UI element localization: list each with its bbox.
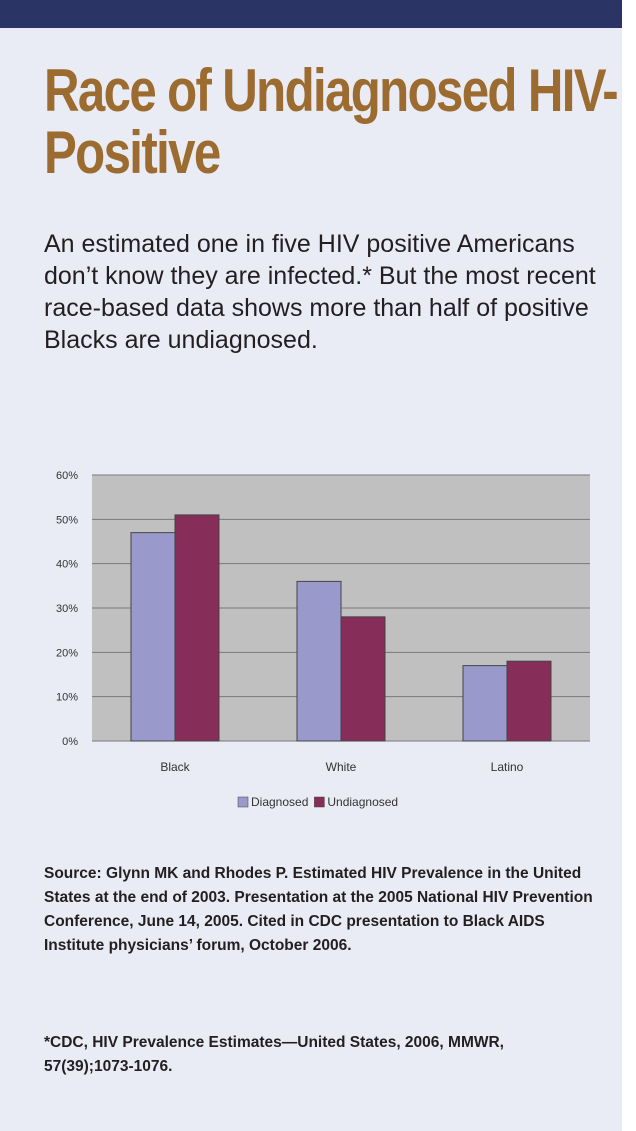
y-tick-label: 20%: [56, 647, 78, 659]
bar-undiagnosed-black: [174, 514, 220, 742]
y-tick-label: 30%: [56, 603, 78, 615]
legend-swatch-diagnosed: [237, 796, 249, 808]
y-tick-label: 50%: [56, 514, 78, 526]
page-title: Race of Undiagnosed HIV-Positive: [44, 57, 619, 186]
intro-text: An estimated one in five HIV positive Am…: [44, 230, 596, 354]
bar-diagnosed-latino: [462, 665, 508, 742]
legend-label-undiagnosed: Undiagnosed: [327, 795, 398, 809]
x-tick-label: Black: [160, 760, 190, 774]
bar-undiagnosed-latino: [506, 660, 552, 742]
top-bar: [0, 0, 622, 28]
legend-label-diagnosed: Diagnosed: [251, 795, 308, 809]
source-text: Source: Glynn MK and Rhodes P. Estimated…: [44, 865, 593, 954]
y-tick-label: 0%: [62, 736, 78, 748]
bar-undiagnosed-white: [340, 616, 386, 742]
x-tick-label: White: [326, 760, 357, 774]
bar-chart: 0% 10% 20% 30% 40% 50% 60% Black White Latino Diag…: [56, 470, 590, 809]
y-tick-label: 40%: [56, 559, 78, 571]
bar-diagnosed-black: [130, 532, 176, 742]
legend-swatch-undiagnosed: [314, 796, 325, 808]
infographic-panel: Race of Undiagnosed HIV-Positive An esti…: [0, 0, 622, 1131]
y-tick-label: 10%: [56, 692, 78, 704]
bar-diagnosed-white: [296, 580, 342, 742]
footnote-text: *CDC, HIV Prevalence Estimates—United St…: [44, 1034, 504, 1075]
y-tick-label: 60%: [56, 470, 78, 482]
x-tick-label: Latino: [491, 760, 524, 774]
